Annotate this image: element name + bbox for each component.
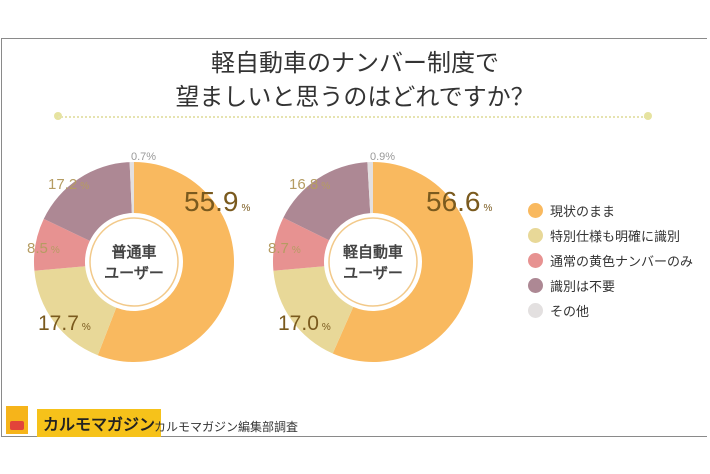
legend-item: その他 — [528, 298, 693, 323]
donut-inner-ring — [89, 217, 179, 307]
legend-label: 識別は不要 — [550, 280, 616, 295]
donut-slice-1-3 — [283, 162, 371, 241]
data-label-0-2: 8.5% — [27, 240, 60, 257]
legend-item: 現状のまま — [528, 198, 693, 223]
donut-slice-0-2 — [33, 218, 90, 271]
chart-title-line-1: 軽自動車のナンバー制度で — [211, 49, 499, 77]
divider-dot-right — [644, 112, 652, 120]
donut-slice-1-0 — [332, 162, 473, 362]
donut-slice-1-2 — [273, 217, 330, 271]
source-credit: カルモマガジン編集部調査 — [154, 420, 299, 434]
donut-chart-kei-car — [273, 162, 473, 362]
legend: 現状のまま 特別仕様も明確に識別 通常の黄色ナンバーのみ 識別は不要 その他 — [528, 198, 693, 323]
chart-title-line-2: 望ましいと思うのはどれですか？ — [175, 83, 535, 111]
title-divider — [58, 116, 646, 118]
car-icon — [10, 421, 24, 430]
legend-item: 特別仕様も明確に識別 — [528, 223, 693, 248]
legend-swatch — [528, 303, 543, 318]
data-label-1-2: 8.7% — [268, 240, 301, 257]
data-label-0-3: 17.2% — [48, 176, 90, 193]
legend-swatch — [528, 203, 543, 218]
donut-center-label-0: 普通車 ユーザー — [104, 243, 164, 282]
data-label-1-1: 17.0% — [278, 312, 331, 335]
data-label-0-4: 0.7% — [131, 151, 157, 163]
legend-swatch — [528, 278, 543, 293]
donut-center-label-1: 軽自動車 ユーザー — [342, 243, 403, 282]
donut-slice-1-1 — [273, 266, 354, 354]
data-label-0-0: 55.9% — [184, 186, 251, 217]
donut-hole — [86, 214, 182, 310]
legend-label: 特別仕様も明確に識別 — [550, 230, 681, 245]
donut-slice-0-3 — [43, 162, 132, 241]
brand-name: カルモマガジン — [37, 409, 162, 437]
donut-inner-ring — [328, 217, 418, 307]
donut-slice-0-1 — [34, 266, 117, 356]
donut-chart-regular-car — [33, 162, 234, 362]
legend-label: 通常の黄色ナンバーのみ — [550, 255, 694, 270]
donut-slice-1-4 — [367, 162, 373, 214]
donut-hole — [325, 214, 421, 310]
legend-item: 通常の黄色ナンバーのみ — [528, 248, 693, 273]
legend-label: その他 — [550, 305, 590, 320]
data-label-1-0: 56.6% — [426, 186, 493, 217]
data-label-1-3: 16.8% — [289, 176, 331, 193]
legend-item: 識別は不要 — [528, 273, 693, 298]
legend-swatch — [528, 253, 543, 268]
donut-slice-0-4 — [129, 162, 134, 214]
data-label-0-1: 17.7% — [38, 312, 91, 335]
data-label-1-4: 0.9% — [370, 151, 396, 163]
donut-slice-0-0 — [97, 162, 234, 362]
legend-swatch — [528, 228, 543, 243]
legend-label: 現状のまま — [550, 205, 616, 220]
